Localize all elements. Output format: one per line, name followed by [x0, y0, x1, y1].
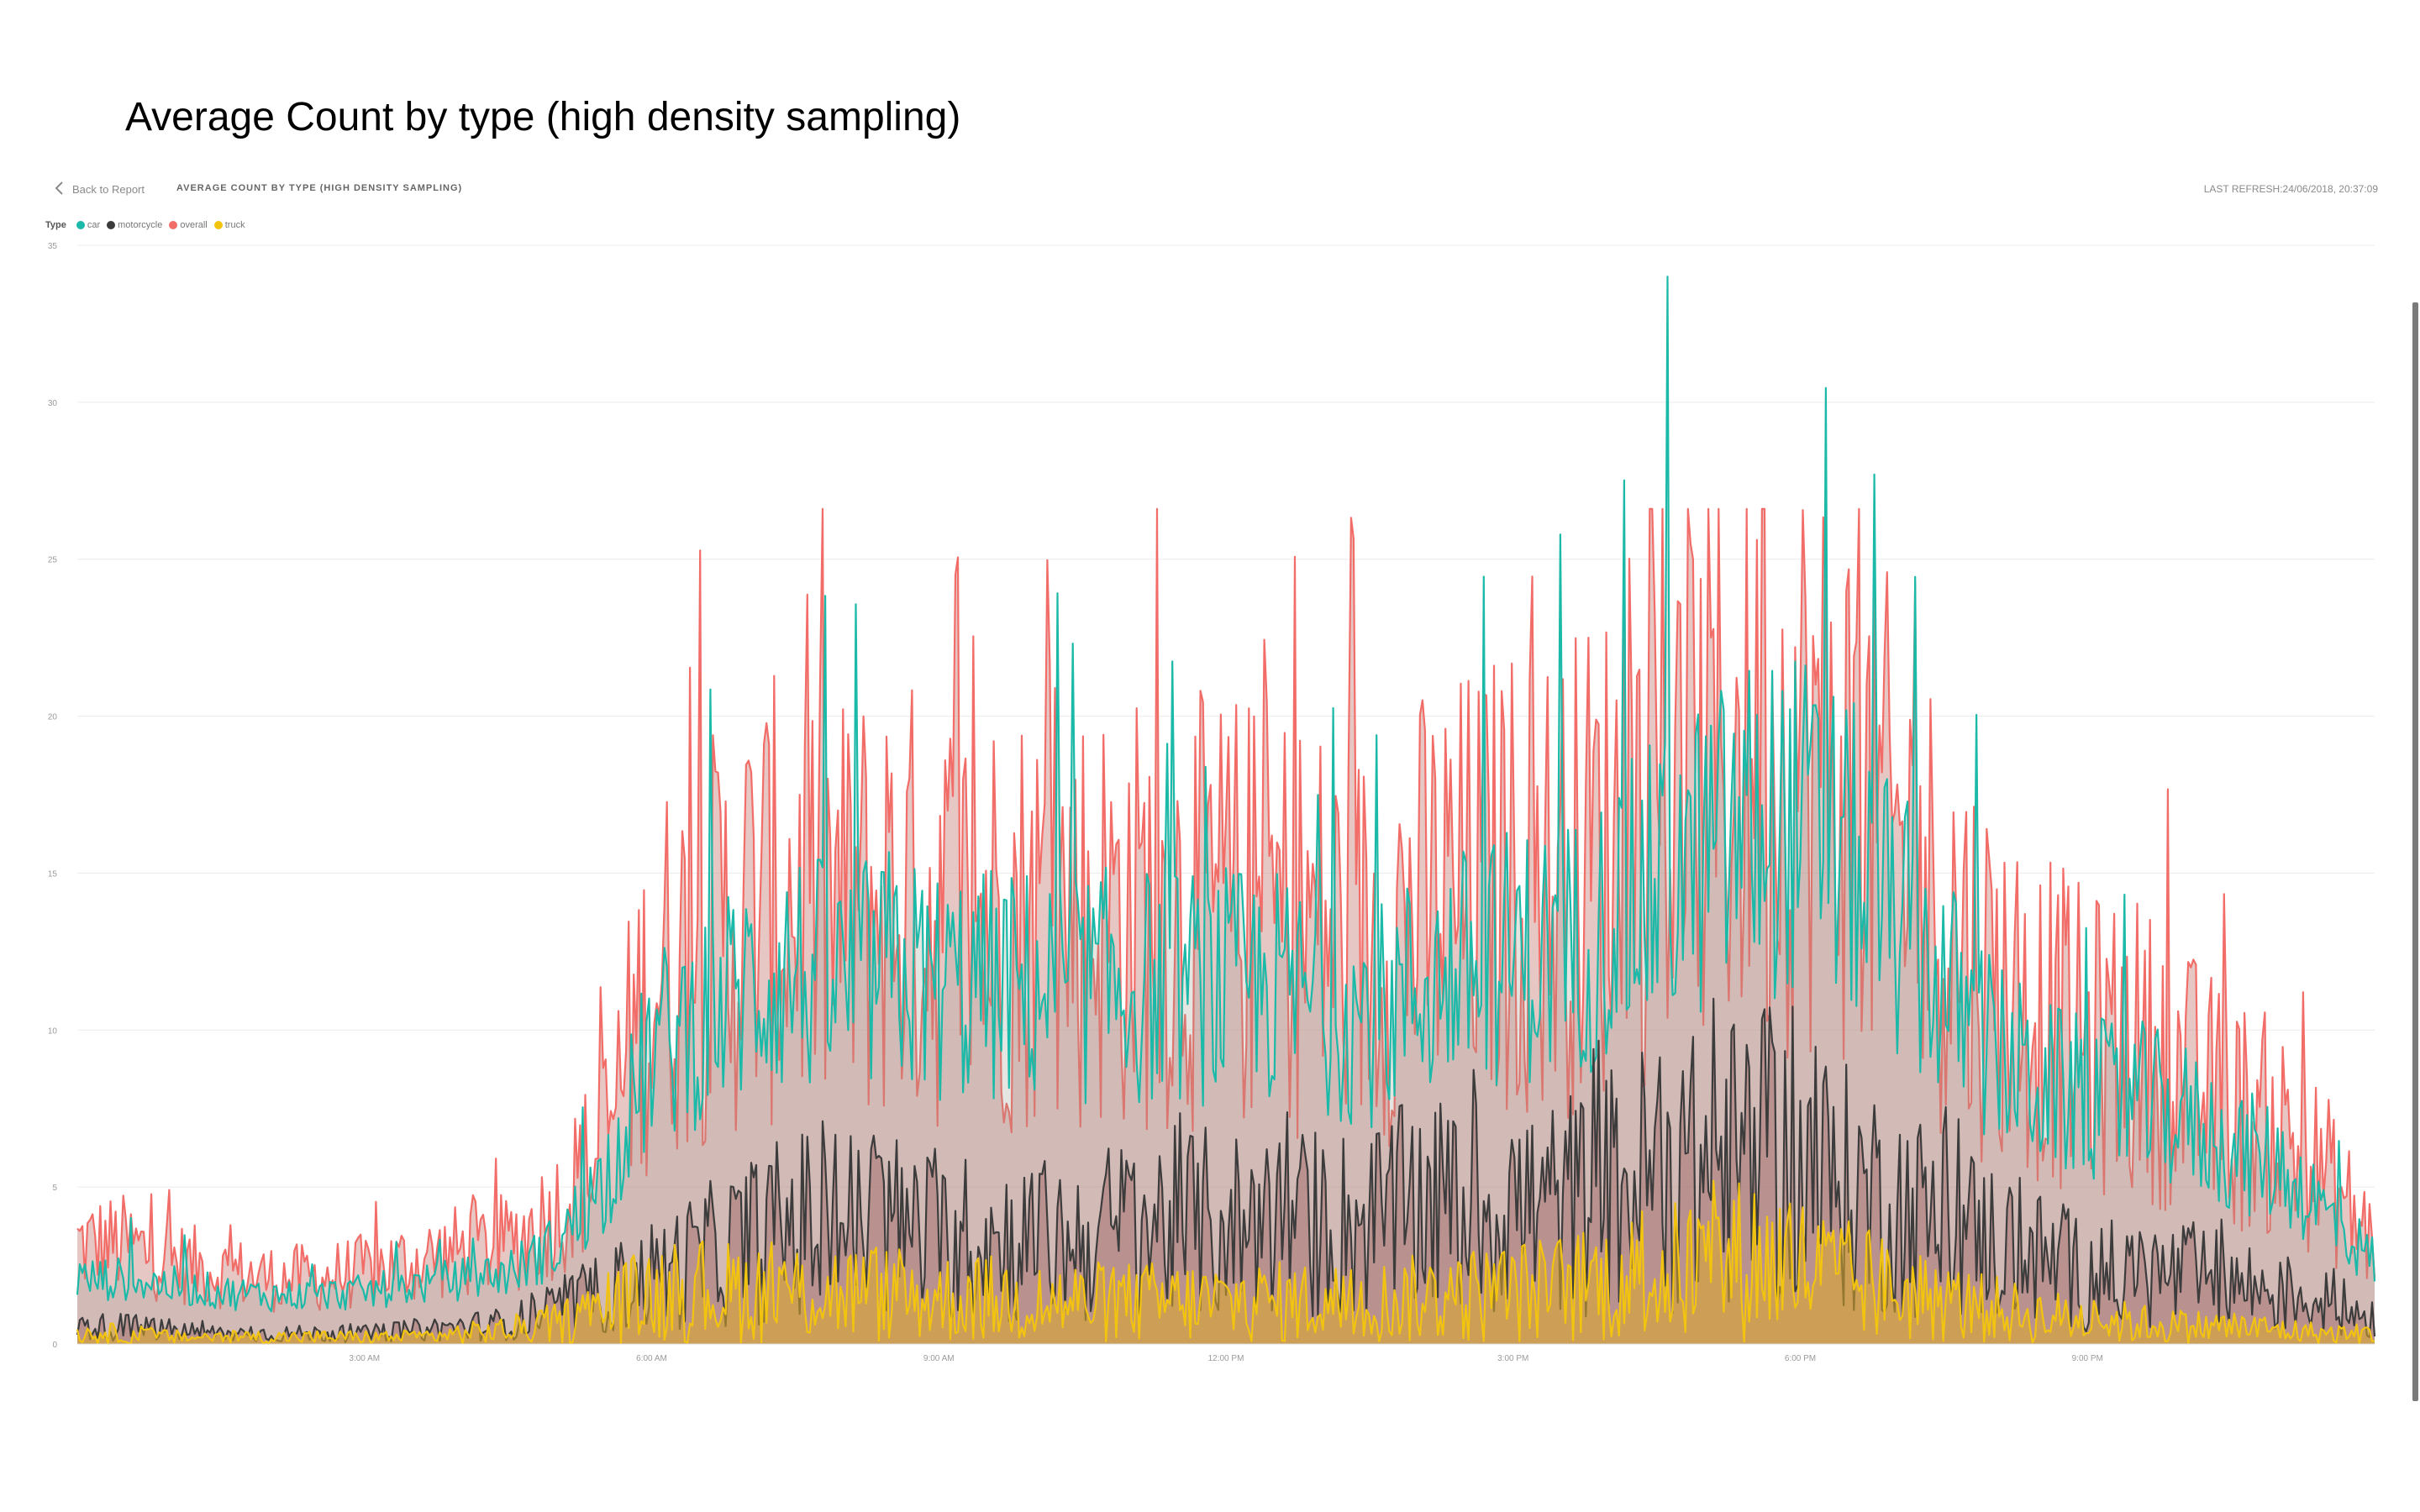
x-tick-label: 6:00 AM	[636, 1354, 667, 1363]
visual-title: AVERAGE COUNT BY TYPE (HIGH DENSITY SAMP…	[176, 183, 463, 193]
x-tick-label: 3:00 AM	[349, 1354, 380, 1363]
chart-legend: Type car motorcycle overall truck	[45, 220, 245, 230]
y-tick-label: 25	[48, 556, 58, 565]
series-line-car	[76, 276, 2376, 1313]
legend-marker-car	[76, 221, 85, 229]
legend-marker-truck	[213, 221, 223, 229]
back-to-report-button[interactable]: Back to Report	[54, 181, 145, 198]
chart-svg: 0 5 10 15 20 25 30 35 3:00 AM 6:00 AM 9:00 AM 12:00…	[48, 242, 2376, 1363]
legend-item-car[interactable]: car	[76, 220, 100, 230]
area-truck	[77, 1180, 2375, 1344]
area-car	[77, 276, 2375, 1344]
last-refresh-text: LAST REFRESH:24/06/2018, 20:37:09	[2203, 183, 2378, 195]
y-tick-label: 30	[48, 399, 58, 408]
x-tick-label: 9:00 AM	[923, 1354, 955, 1363]
legend-label-truck: truck	[224, 220, 245, 230]
legend-item-truck[interactable]: truck	[213, 220, 245, 230]
x-tick-label: 6:00 PM	[1785, 1354, 1816, 1363]
legend-label-overall: overall	[180, 220, 208, 230]
legend-label-car: car	[87, 220, 101, 230]
chevron-left-icon	[54, 181, 66, 198]
y-tick-label: 20	[48, 713, 58, 722]
legend-title: Type	[45, 220, 66, 230]
vertical-scrollbar[interactable]	[2412, 302, 2418, 1401]
back-to-report-label: Back to Report	[72, 183, 145, 196]
legend-item-overall[interactable]: overall	[169, 220, 208, 230]
legend-marker-overall	[169, 221, 178, 229]
y-tick-label: 10	[48, 1026, 58, 1036]
series-line-truck	[76, 1179, 2375, 1345]
legend-item-motorcycle[interactable]: motorcycle	[107, 220, 162, 230]
y-tick-label: 35	[48, 242, 58, 251]
y-tick-label: 15	[48, 869, 58, 879]
x-tick-label: 9:00 PM	[2072, 1354, 2103, 1363]
legend-label-motorcycle: motorcycle	[118, 220, 163, 230]
y-tick-label: 0	[52, 1341, 57, 1350]
x-tick-label: 12:00 PM	[1208, 1354, 1244, 1363]
document-title: Average Count by type (high density samp…	[125, 95, 961, 139]
legend-marker-motorcycle	[107, 221, 116, 229]
series-line-overall	[76, 507, 2376, 1313]
y-tick-label: 5	[52, 1184, 57, 1193]
report-frame: 0 5 10 15 20 25 30 35 3:00 AM 6:00 AM 9:00 AM 12:00…	[34, 168, 2386, 1386]
x-tick-label: 3:00 PM	[1497, 1354, 1528, 1363]
